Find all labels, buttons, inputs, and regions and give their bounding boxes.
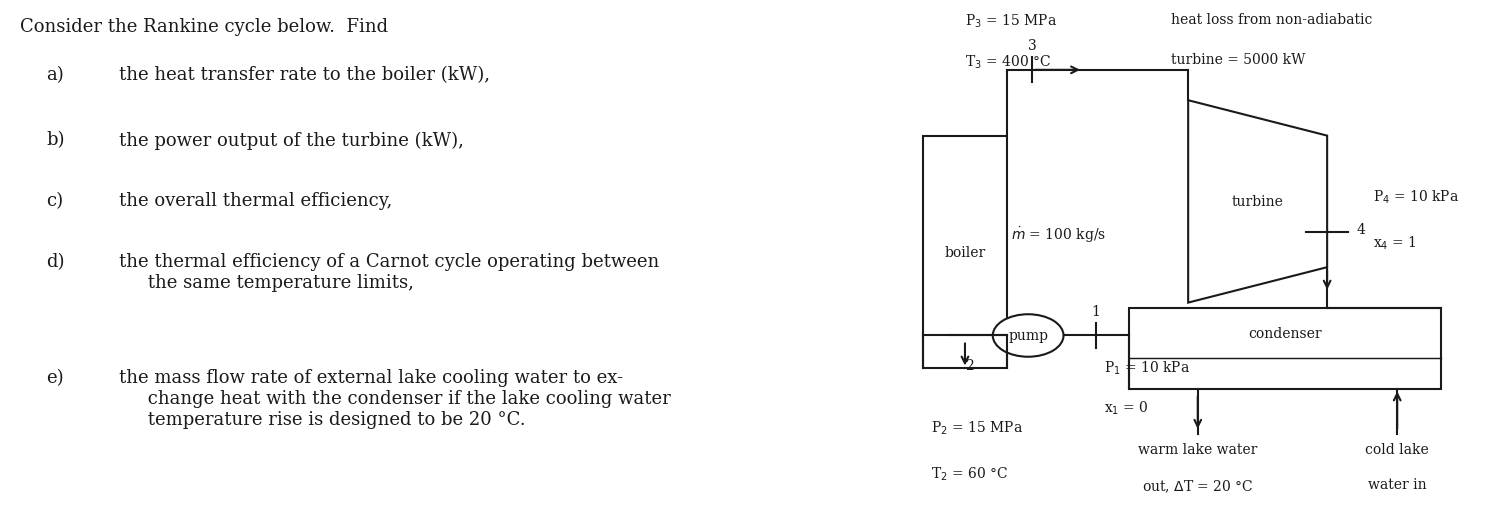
Text: P$_1$ = 10 kPa: P$_1$ = 10 kPa <box>1104 359 1190 376</box>
Text: x$_4$ = 1: x$_4$ = 1 <box>1373 234 1417 251</box>
Text: turbine: turbine <box>1232 195 1283 209</box>
Text: b): b) <box>47 131 65 149</box>
Text: 4: 4 <box>1357 223 1366 237</box>
Text: d): d) <box>47 252 65 271</box>
Text: cold lake: cold lake <box>1366 442 1429 456</box>
Text: the power output of the turbine (kW),: the power output of the turbine (kW), <box>119 131 465 149</box>
Text: Consider the Rankine cycle below.  Find: Consider the Rankine cycle below. Find <box>20 18 388 36</box>
Text: T$_2$ = 60 $\degree$C: T$_2$ = 60 $\degree$C <box>931 465 1009 482</box>
Text: the overall thermal efficiency,: the overall thermal efficiency, <box>119 192 393 210</box>
Text: the mass flow rate of external lake cooling water to ex-
     change heat with t: the mass flow rate of external lake cool… <box>119 369 671 428</box>
Text: condenser: condenser <box>1248 326 1322 340</box>
Text: T$_3$ = 400 $\degree$C: T$_3$ = 400 $\degree$C <box>966 53 1051 70</box>
Text: 2: 2 <box>964 359 973 373</box>
Polygon shape <box>1188 101 1327 303</box>
Text: c): c) <box>47 192 63 210</box>
Text: the thermal efficiency of a Carnot cycle operating between
     the same tempera: the thermal efficiency of a Carnot cycle… <box>119 252 659 291</box>
Text: out, $\Delta$T = 20 $\degree$C: out, $\Delta$T = 20 $\degree$C <box>1142 477 1254 493</box>
Text: a): a) <box>47 66 65 84</box>
Text: P$_4$ = 10 kPa: P$_4$ = 10 kPa <box>1373 188 1460 206</box>
Text: water in: water in <box>1369 477 1426 491</box>
Bar <box>1130 308 1441 389</box>
Text: turbine = 5000 kW: turbine = 5000 kW <box>1172 53 1305 67</box>
Text: boiler: boiler <box>945 245 985 260</box>
Text: x$_1$ = 0: x$_1$ = 0 <box>1104 399 1149 416</box>
Text: P$_3$ = 15 MPa: P$_3$ = 15 MPa <box>966 13 1057 30</box>
Text: e): e) <box>47 369 65 387</box>
Text: P$_2$ = 15 MPa: P$_2$ = 15 MPa <box>931 419 1023 436</box>
Bar <box>923 136 1008 369</box>
Text: 3: 3 <box>1027 39 1036 53</box>
Text: $\dot{m}$ = 100 kg/s: $\dot{m}$ = 100 kg/s <box>1011 225 1107 244</box>
Circle shape <box>993 315 1063 357</box>
Text: pump: pump <box>1008 329 1048 343</box>
Text: heat loss from non-adiabatic: heat loss from non-adiabatic <box>1172 13 1373 27</box>
Text: warm lake water: warm lake water <box>1139 442 1257 456</box>
Text: 1: 1 <box>1090 304 1099 318</box>
Text: the heat transfer rate to the boiler (kW),: the heat transfer rate to the boiler (kW… <box>119 66 490 84</box>
